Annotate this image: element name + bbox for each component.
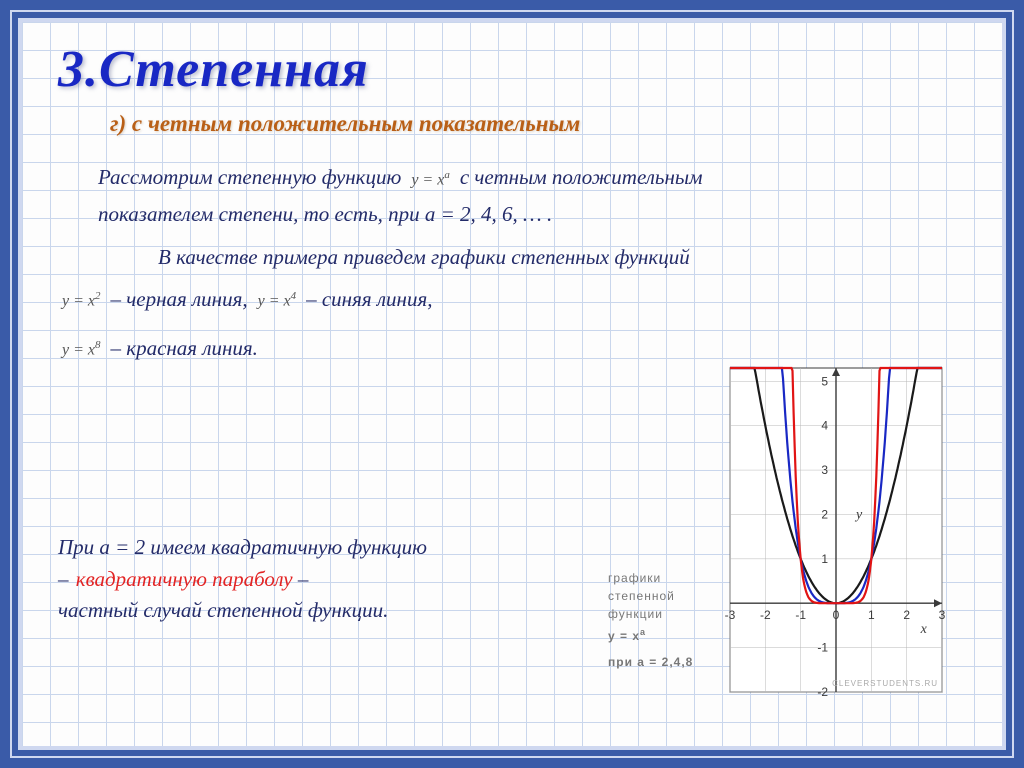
svg-text:2: 2: [821, 507, 828, 521]
line-black-blue: y = x2 – черная линия, y = x4 – синяя ли…: [58, 283, 966, 316]
red-phrase: квадратичную параболу: [76, 567, 293, 591]
paragraph-3: В качестве примера приведем графики степ…: [58, 241, 966, 274]
bottom-line-1: При а = 2 имеем квадратичную функцию: [58, 532, 588, 564]
svg-text:y: y: [854, 507, 863, 522]
svg-text:при а = 2,4,8: при а = 2,4,8: [608, 655, 693, 669]
svg-text:y = xa: y = xa: [608, 627, 646, 643]
svg-text:1: 1: [821, 552, 828, 566]
svg-text:3: 3: [939, 608, 946, 622]
paragraph-2: показателем степени, то есть, при а = 2,…: [58, 198, 966, 231]
svg-text:CLEVERSTUDENTS.RU: CLEVERSTUDENTS.RU: [832, 679, 938, 688]
slide-frame: 3.Степенная г) с четным положительным по…: [18, 18, 1006, 750]
svg-text:-2: -2: [760, 608, 771, 622]
svg-text:2: 2: [903, 608, 910, 622]
formula-x8: y = x8: [58, 337, 105, 363]
svg-text:-3: -3: [725, 608, 736, 622]
svg-text:-1: -1: [817, 641, 828, 655]
para1-a: Рассмотрим степенную функцию: [98, 161, 401, 194]
formula-yxa: y = xa: [407, 167, 454, 193]
blue-line-text: – синяя линия,: [306, 283, 432, 316]
formula-x4: y = x4: [254, 288, 301, 314]
chart-svg: -3 -2 -1 0 1 2 3 -2 -1 1 2 3 4 5 y x графики степенной фун…: [600, 360, 960, 750]
power-function-chart: -3 -2 -1 0 1 2 3 -2 -1 1 2 3 4 5 y x графики степенной фун…: [600, 360, 960, 750]
bottom-line-2: – квадратичную параболу –: [58, 564, 588, 596]
svg-text:графики: графики: [608, 571, 661, 585]
paragraph-1: Рассмотрим степенную функцию y = xa с че…: [58, 161, 966, 194]
black-line-text: – черная линия,: [111, 283, 248, 316]
body-text: Рассмотрим степенную функцию y = xa с че…: [58, 161, 966, 365]
slide-subtitle: г) с четным положительным показательным: [58, 111, 966, 137]
slide-outer-frame: 3.Степенная г) с четным положительным по…: [10, 10, 1014, 758]
bottom-line-3: частный случай степенной функции.: [58, 595, 588, 627]
svg-text:-2: -2: [817, 685, 828, 699]
bottom-paragraph: При а = 2 имеем квадратичную функцию – к…: [58, 532, 588, 627]
svg-text:1: 1: [868, 608, 875, 622]
svg-text:x: x: [920, 622, 928, 637]
svg-text:функции: функции: [608, 607, 663, 621]
para1-b: с четным положительным: [460, 161, 703, 194]
svg-text:степенной: степенной: [608, 589, 675, 603]
svg-text:-1: -1: [795, 608, 806, 622]
svg-text:0: 0: [833, 608, 840, 622]
formula-x2: y = x2: [58, 288, 105, 314]
slide-title: 3.Степенная: [58, 40, 966, 99]
svg-text:3: 3: [821, 463, 828, 477]
svg-text:5: 5: [821, 374, 828, 388]
svg-text:4: 4: [821, 419, 828, 433]
red-line-text: – красная линия.: [111, 332, 258, 365]
